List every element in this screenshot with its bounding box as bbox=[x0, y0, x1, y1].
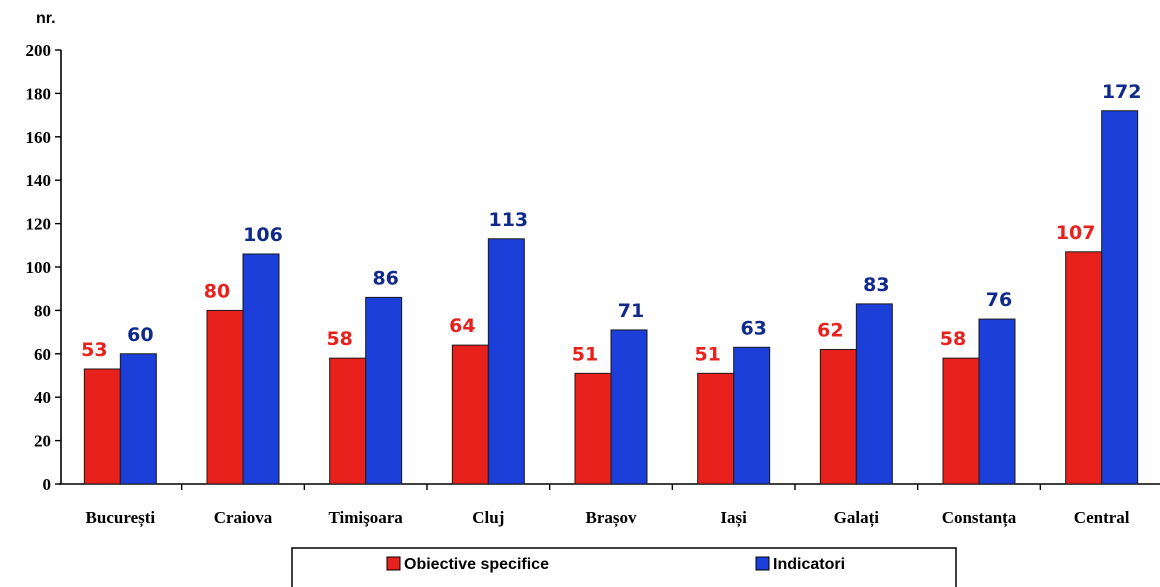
category-label: București bbox=[86, 508, 156, 528]
x-axis bbox=[59, 483, 1160, 490]
category-label: Timişoara bbox=[329, 508, 404, 527]
y-tick-label: 120 bbox=[26, 215, 52, 234]
value-label-objective: 58 bbox=[940, 328, 966, 350]
legend-label-objective: Obiective specifice bbox=[404, 556, 549, 573]
value-labels: 53 60 80 106 58 86 64 113 51 71 51 63 62 83 58 76 107 172 bbox=[81, 81, 1141, 366]
bar-objective bbox=[206, 309, 244, 485]
bars bbox=[83, 110, 1139, 485]
value-label-indicatori: 86 bbox=[372, 267, 398, 289]
bar-objective bbox=[942, 357, 980, 485]
legend-label-indicatori: Indicatori bbox=[773, 556, 845, 573]
y-tick-label: 60 bbox=[34, 345, 51, 364]
bar-indicatori bbox=[610, 329, 648, 485]
category-label: Constanța bbox=[942, 508, 1017, 528]
value-label-objective: 62 bbox=[817, 319, 843, 341]
value-label-objective: 51 bbox=[572, 343, 598, 365]
value-label-indicatori: 172 bbox=[1102, 81, 1142, 103]
bar-indicatori bbox=[242, 253, 280, 485]
bar-objective bbox=[1065, 251, 1103, 485]
value-label-indicatori: 113 bbox=[488, 209, 528, 231]
value-label-indicatori: 71 bbox=[618, 300, 644, 322]
y-axis-unit-label: nr. bbox=[36, 10, 56, 27]
y-tick-label: 180 bbox=[26, 84, 52, 103]
value-label-indicatori: 60 bbox=[127, 324, 153, 346]
y-tick-label: 200 bbox=[26, 41, 52, 60]
category-label: Central bbox=[1074, 508, 1130, 527]
bar-indicatori bbox=[733, 346, 771, 485]
bar-objective bbox=[83, 368, 121, 485]
value-label-objective: 64 bbox=[449, 315, 475, 337]
bar-indicatori bbox=[855, 303, 893, 485]
category-label: Craiova bbox=[214, 508, 273, 527]
y-tick-label: 160 bbox=[26, 128, 52, 147]
y-tick-label: 40 bbox=[34, 388, 51, 407]
category-label: Galați bbox=[834, 508, 880, 528]
y-tick-label: 140 bbox=[26, 171, 52, 190]
value-label-objective: 58 bbox=[326, 328, 352, 350]
value-label-indicatori: 83 bbox=[863, 274, 889, 296]
bar-objective bbox=[819, 348, 857, 485]
bar-indicatori bbox=[978, 318, 1016, 485]
category-label: Brașov bbox=[586, 508, 638, 528]
category-labels: București Craiova Timişoara Cluj Brașov Iași G… bbox=[86, 508, 1130, 528]
y-tick-label: 100 bbox=[26, 258, 52, 277]
value-label-objective: 51 bbox=[694, 343, 720, 365]
legend-frame bbox=[291, 547, 957, 587]
bar-objective bbox=[451, 344, 489, 485]
bar-objective bbox=[574, 372, 612, 485]
y-tick-label: 80 bbox=[34, 301, 51, 320]
value-label-objective: 107 bbox=[1056, 222, 1096, 244]
y-tick-label: 20 bbox=[34, 432, 51, 451]
category-label: Iași bbox=[720, 508, 747, 528]
category-label: Cluj bbox=[472, 508, 504, 527]
value-label-objective: 53 bbox=[81, 339, 107, 361]
y-tick-label: 0 bbox=[43, 475, 52, 494]
value-label-indicatori: 76 bbox=[986, 289, 1012, 311]
legend-swatch-objective bbox=[386, 556, 401, 571]
bar-objective bbox=[697, 372, 735, 485]
value-label-indicatori: 106 bbox=[243, 224, 283, 246]
legend: Obiective specifice Indicatori bbox=[291, 547, 957, 587]
value-label-indicatori: 63 bbox=[740, 317, 766, 339]
legend-swatch-indicatori bbox=[755, 556, 770, 571]
bar-indicatori bbox=[119, 353, 157, 485]
bar-objective bbox=[329, 357, 367, 485]
bar-indicatori bbox=[365, 296, 403, 485]
value-label-objective: 80 bbox=[204, 280, 230, 302]
bar-indicatori bbox=[1101, 110, 1139, 485]
bar-indicatori bbox=[487, 238, 525, 485]
y-axis: 0 20 40 60 80 100 120 140 160 180 200 bbox=[26, 41, 62, 494]
